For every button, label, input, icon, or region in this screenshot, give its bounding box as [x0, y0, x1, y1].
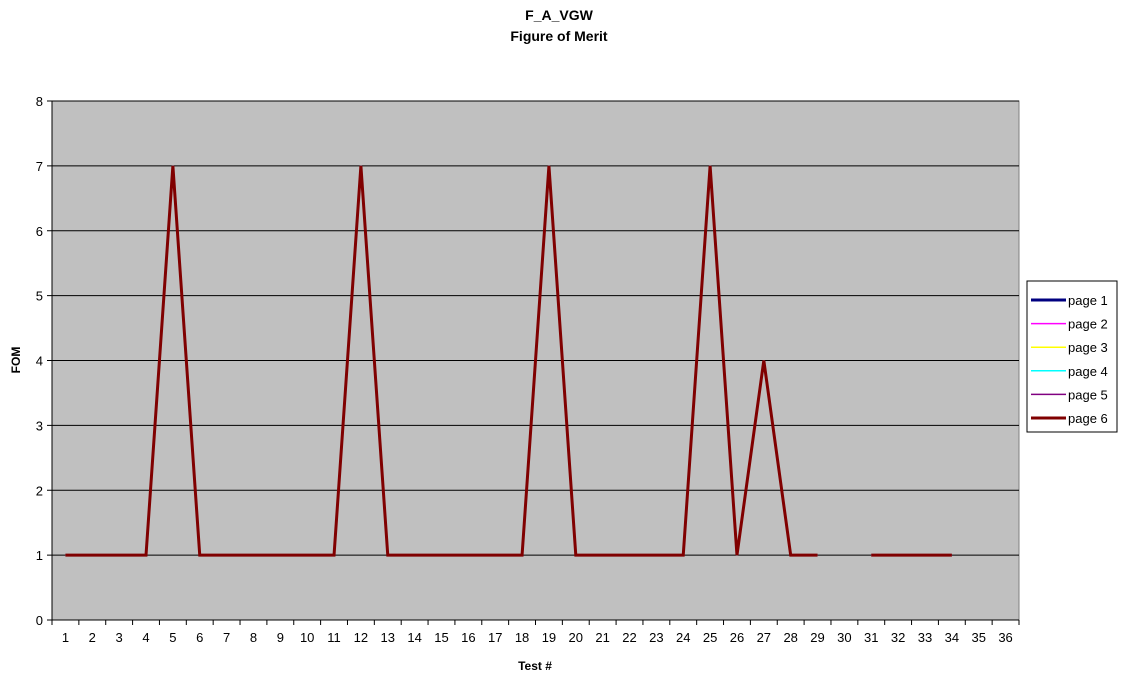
legend-label: page 6 [1068, 411, 1108, 426]
x-tick-label: 3 [116, 630, 123, 645]
y-axis-title: FOM [9, 347, 23, 374]
x-tick-label: 23 [649, 630, 663, 645]
x-tick-label: 14 [407, 630, 421, 645]
y-axis-ticks: 0 1 2 3 4 5 6 7 8 [36, 94, 52, 628]
x-tick-label: 10 [300, 630, 314, 645]
chart-title: F_A_VGW [525, 7, 593, 23]
x-tick-label: 30 [837, 630, 851, 645]
y-tick-label: 6 [36, 224, 43, 239]
x-tick-label: 8 [250, 630, 257, 645]
series-line [65, 165, 818, 557]
x-tick-label: 9 [277, 630, 284, 645]
x-tick-label: 18 [515, 630, 529, 645]
y-tick-label: 0 [36, 613, 43, 628]
chart-subtitle: Figure of Merit [510, 28, 608, 44]
legend-label: page 3 [1068, 340, 1108, 355]
legend: page 1 page 2 page 3 page 4 page 5 page 6 [1026, 280, 1118, 433]
x-tick-label: 12 [354, 630, 368, 645]
x-tick-label: 26 [730, 630, 744, 645]
y-tick-label: 7 [36, 159, 43, 174]
x-tick-label: 29 [810, 630, 824, 645]
x-axis-ticks: 1 2 3 4 5 6 7 8 9 10 11 12 13 14 15 16 17 18 19 20 21 22 23 24 2… [51, 620, 1020, 645]
series-lines [65, 165, 952, 557]
y-tick-label: 4 [36, 354, 43, 369]
x-tick-label: 22 [622, 630, 636, 645]
x-tick-label: 15 [434, 630, 448, 645]
y-tick-label: 3 [36, 418, 43, 433]
x-tick-label: 7 [223, 630, 230, 645]
x-tick-label: 5 [169, 630, 176, 645]
x-tick-label: 17 [488, 630, 502, 645]
y-tick-label: 5 [36, 289, 43, 304]
x-tick-label: 32 [891, 630, 905, 645]
legend-label: page 4 [1068, 364, 1108, 379]
y-tick-label: 8 [36, 94, 43, 109]
y-tick-label: 1 [36, 548, 43, 563]
x-tick-label: 34 [945, 630, 959, 645]
x-tick-label: 28 [783, 630, 797, 645]
x-tick-label: 11 [327, 630, 341, 645]
x-tick-label: 27 [757, 630, 771, 645]
x-tick-label: 19 [542, 630, 556, 645]
x-tick-label: 24 [676, 630, 690, 645]
x-tick-label: 2 [89, 630, 96, 645]
x-tick-label: 13 [381, 630, 395, 645]
legend-box [1026, 280, 1118, 433]
x-tick-label: 6 [196, 630, 203, 645]
x-tick-label: 20 [569, 630, 583, 645]
x-tick-label: 4 [142, 630, 149, 645]
series-page-6 [65, 165, 952, 557]
x-tick-label: 35 [971, 630, 985, 645]
x-tick-label: 33 [918, 630, 932, 645]
x-tick-label: 36 [998, 630, 1012, 645]
x-tick-label: 21 [595, 630, 609, 645]
legend-label: page 2 [1068, 317, 1108, 332]
x-tick-label: 31 [864, 630, 878, 645]
x-tick-label: 1 [62, 630, 69, 645]
x-tick-label: 16 [461, 630, 475, 645]
x-tick-label: 25 [703, 630, 717, 645]
x-axis-title: Test # [518, 659, 552, 673]
legend-label: page 1 [1068, 293, 1108, 308]
legend-label: page 5 [1068, 387, 1108, 402]
y-tick-label: 2 [36, 483, 43, 498]
